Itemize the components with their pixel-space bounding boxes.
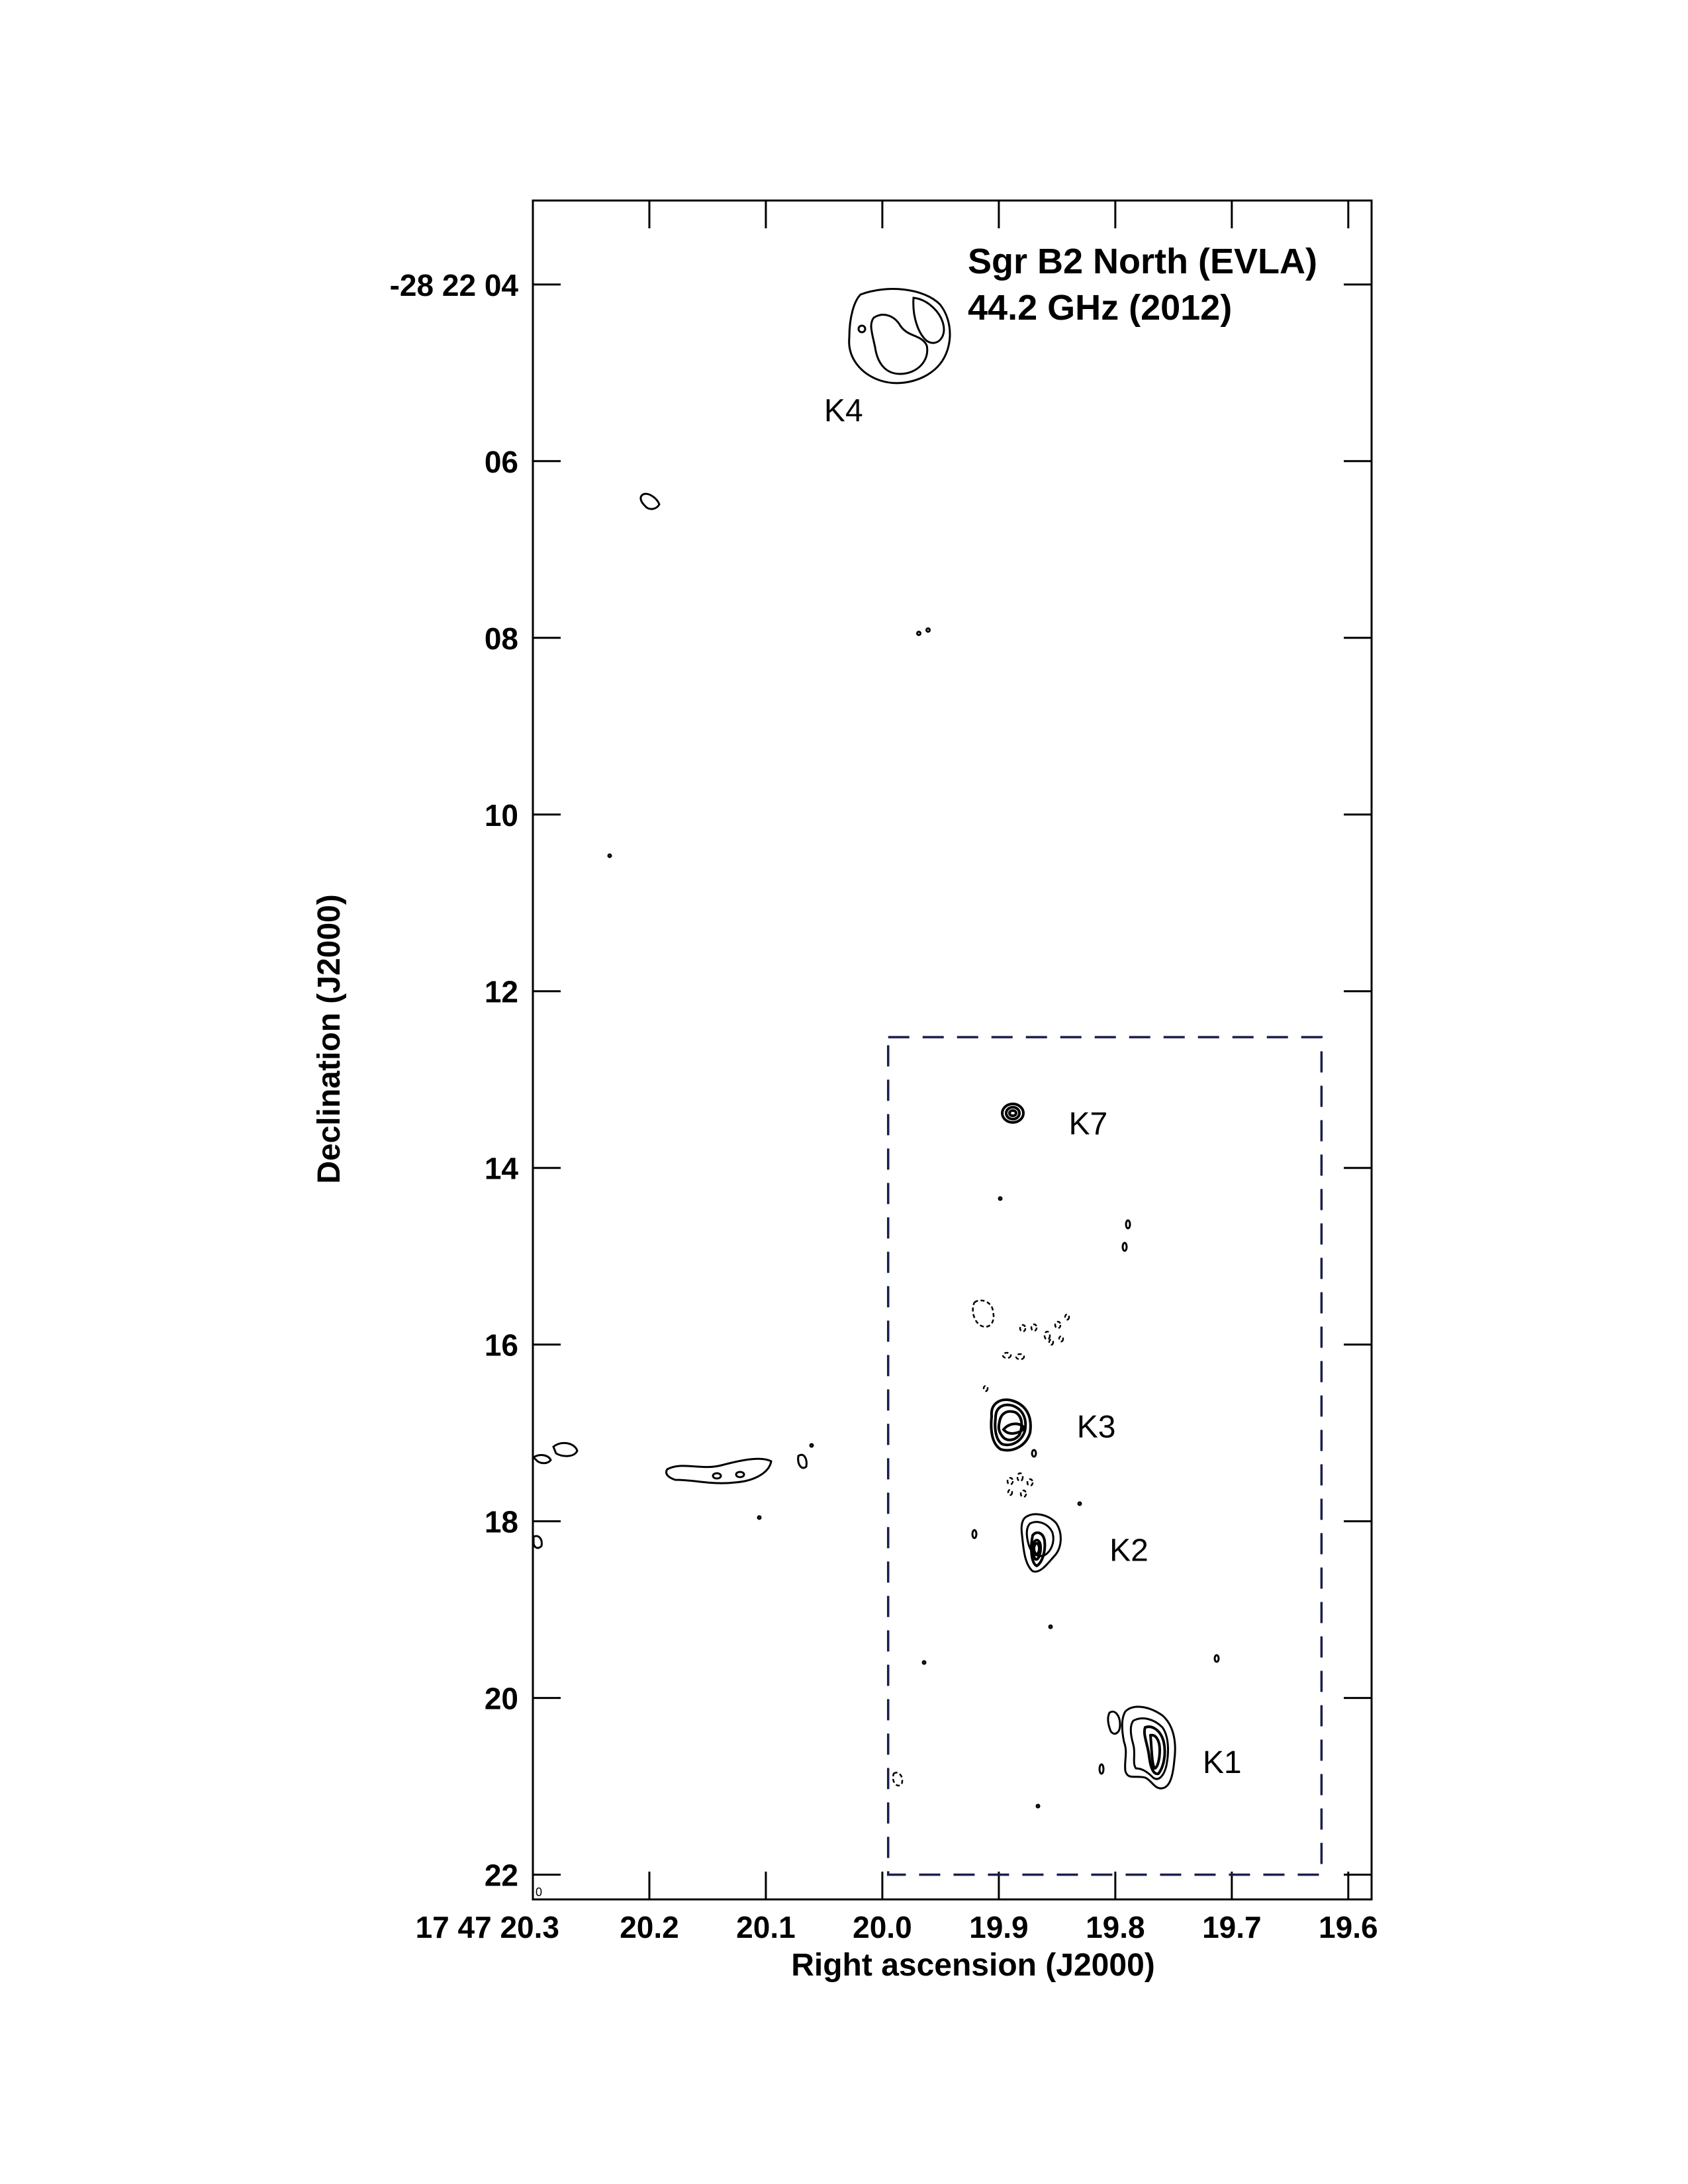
source-label-k1: K1 [1203,1745,1242,1780]
contour-left-edge [532,1441,579,1549]
y-tick-label: 16 [485,1328,518,1363]
figure-title-line-2: 44.2 GHz (2012) [968,288,1232,328]
y-tick-label: 22 [485,1858,518,1893]
source-label-k4: K4 [824,394,863,429]
y-tick-label: 14 [485,1152,519,1186]
contour-ridge [665,1443,814,1484]
x-tick-label: 20.0 [853,1910,912,1944]
x-tick-label: 20.1 [736,1910,796,1944]
y-axis-title: Declination (J2000) [312,894,347,1183]
x-tick-label: 17 47 20.3 [416,1910,559,1944]
negative-contours [892,1299,1070,1787]
plot-frame [532,199,1373,1901]
y-tick-label: 12 [485,975,518,1009]
x-tick-label: 19.7 [1202,1910,1262,1944]
x-axis-tick-labels: 17 47 20.3 20.2 20.1 20.0 19.9 19.8 19.7 19.6 [416,1910,1378,1944]
y-tick-label: -28 22 04 [390,268,519,302]
y-axis-tick-labels: -28 22 04 06 08 10 12 14 16 18 20 22 [390,268,519,1893]
contour-k1 [1107,1706,1176,1790]
contour-k2 [1020,1513,1062,1573]
x-tick-label: 19.8 [1086,1910,1145,1944]
y-tick-label: 18 [485,1505,518,1539]
contour-blob-upper-left [639,492,661,510]
figure-title-line-1: Sgr B2 North (EVLA) [968,242,1317,281]
y-tick-label: 10 [485,798,518,833]
y-axis-ticks [533,283,1372,1876]
x-tick-label: 19.6 [1319,1910,1378,1944]
y-tick-label: 20 [485,1682,518,1716]
source-labels: K4 K7 K3 K2 K1 [824,394,1242,1780]
source-label-k2: K2 [1109,1533,1149,1569]
inset-region-box [886,1036,1323,1876]
contour-specks [607,627,1220,1809]
y-tick-label: 08 [485,621,518,656]
source-label-k3: K3 [1077,1410,1116,1445]
corner-mark: 0 [536,1886,542,1899]
contour-k3 [990,1398,1037,1458]
contour-k4 [848,288,951,385]
contour-k7 [1001,1103,1025,1124]
x-tick-label: 20.2 [620,1910,679,1944]
x-axis-ticks [532,201,1350,1899]
x-axis-title: Right ascension (J2000) [791,1948,1155,1983]
source-label-k7: K7 [1068,1107,1107,1142]
y-tick-label: 06 [485,445,518,479]
x-tick-label: 19.9 [969,1910,1029,1944]
